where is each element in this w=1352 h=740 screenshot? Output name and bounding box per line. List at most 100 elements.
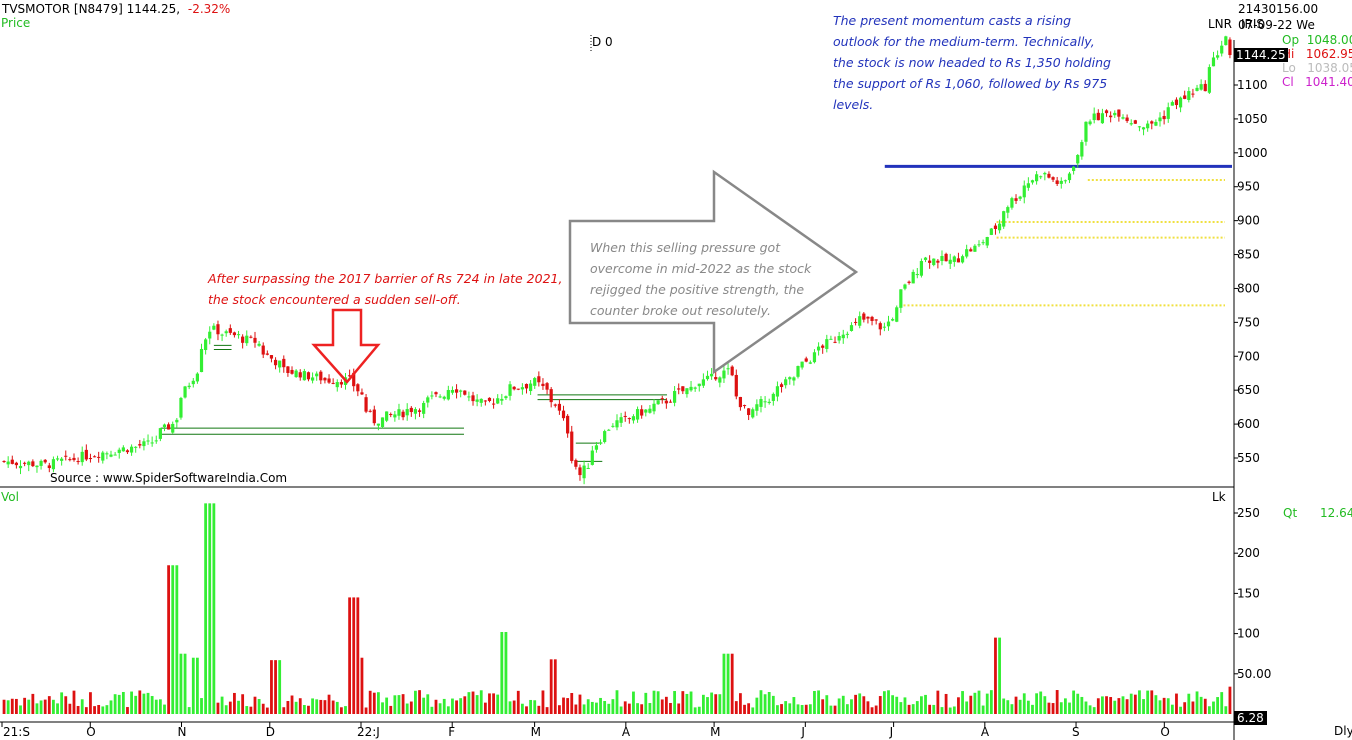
price-tick-label: 1000 — [1237, 146, 1268, 160]
candle-body — [862, 313, 866, 320]
current-price-tag: 1144.25 — [1234, 48, 1288, 62]
candle-body — [450, 390, 455, 393]
candle-body — [1109, 115, 1113, 118]
price-tick-label: 950 — [1237, 180, 1260, 194]
candle-body — [668, 401, 673, 403]
volume-bar — [479, 690, 483, 714]
candle-body — [142, 441, 146, 447]
volume-bar — [813, 690, 816, 714]
volume-bar — [442, 698, 446, 714]
volume-bar — [377, 692, 380, 714]
volume-bar — [660, 699, 664, 714]
volume-bar — [72, 690, 76, 714]
scale-tag[interactable]: LNR — [1208, 17, 1232, 31]
volume-bar — [850, 699, 853, 714]
red-annotation-line: the stock encountered a sudden sell-off. — [208, 292, 461, 307]
volume-bar — [858, 693, 862, 714]
candle-body — [273, 359, 278, 366]
candle-body — [512, 386, 516, 390]
candle-body — [664, 400, 668, 404]
volume-bar — [985, 693, 989, 714]
volume-bar — [171, 565, 175, 714]
candle-body — [199, 348, 204, 373]
volume-bar — [1063, 698, 1067, 714]
volume-bar — [973, 692, 977, 714]
volume-bar — [1026, 700, 1030, 714]
volume-bar — [496, 694, 500, 714]
volume-bar — [710, 692, 714, 714]
candle-body — [27, 461, 31, 466]
volume-bar — [582, 704, 586, 714]
volume-bar — [817, 690, 820, 714]
candle-body — [767, 401, 771, 404]
volume-bar — [726, 653, 730, 714]
volume-bar — [80, 699, 84, 714]
volume-bar — [998, 637, 1001, 714]
volume-bar — [241, 694, 245, 714]
candle-body — [150, 442, 154, 444]
candle-body — [763, 401, 767, 403]
red-down-arrow — [311, 308, 381, 384]
candle-body — [1072, 166, 1076, 171]
candle-body — [335, 382, 339, 388]
volume-bar — [459, 698, 463, 714]
candle-body — [158, 428, 162, 439]
candle-body — [734, 374, 738, 397]
candle-body — [467, 396, 471, 398]
candle-body — [175, 419, 179, 423]
volume-bar — [940, 707, 944, 714]
volume-bar — [191, 657, 195, 714]
volume-bar — [570, 693, 574, 714]
volume-bar — [278, 660, 282, 714]
candle-body — [598, 442, 603, 444]
source-credit: Source : www.SpiderSoftwareIndia.Com — [50, 471, 288, 485]
volume-bar — [1195, 691, 1199, 714]
candle-body — [1121, 117, 1125, 119]
candle-body — [529, 383, 533, 392]
candle-body — [2, 460, 6, 462]
volume-bar — [488, 693, 491, 714]
volume-bar — [1101, 696, 1104, 714]
volume-bar — [500, 631, 504, 714]
top-right-date: 07-09-22 We — [1238, 18, 1315, 32]
volume-bar — [771, 695, 775, 714]
candle-body — [784, 379, 788, 386]
candle-body — [471, 395, 475, 402]
indicator-tag[interactable]: IRIS — [1241, 17, 1265, 31]
candle-body — [1133, 120, 1137, 124]
volume-bar — [14, 698, 18, 714]
candle-body — [1203, 83, 1207, 92]
candle-body — [677, 388, 681, 390]
volume-bar — [1096, 698, 1100, 714]
volume-bar — [1080, 696, 1084, 714]
annotation-arrows — [311, 169, 859, 384]
candle-body — [508, 384, 512, 396]
candle-body — [84, 449, 88, 460]
x-tick-label: M — [531, 725, 541, 739]
candle-body — [491, 403, 496, 405]
candle-body — [352, 372, 356, 387]
volume-bar — [1059, 702, 1063, 714]
volume-bar — [627, 703, 631, 714]
x-tick-label: A — [981, 725, 990, 739]
volume-bar — [944, 693, 948, 714]
volume-bar — [714, 694, 718, 714]
volume-bar — [409, 701, 413, 714]
volume-bar — [520, 703, 524, 714]
candle-body — [356, 384, 360, 392]
volume-bar — [471, 691, 475, 714]
volume-bar — [1162, 697, 1166, 714]
volume-bar — [1154, 695, 1158, 714]
candle-body — [1117, 109, 1121, 117]
volume-bar — [837, 698, 841, 714]
price-change: -2.32% — [187, 2, 231, 16]
volume-bar — [142, 693, 146, 714]
volume-bar — [878, 696, 882, 714]
grey-annotation-line: When this selling pressure got — [590, 240, 781, 255]
volume-bar — [759, 690, 763, 714]
candle-body — [224, 331, 228, 334]
candle-body — [714, 377, 718, 380]
volume-bar — [854, 694, 857, 714]
volume-bar — [989, 690, 993, 714]
volume-bar — [467, 692, 471, 714]
